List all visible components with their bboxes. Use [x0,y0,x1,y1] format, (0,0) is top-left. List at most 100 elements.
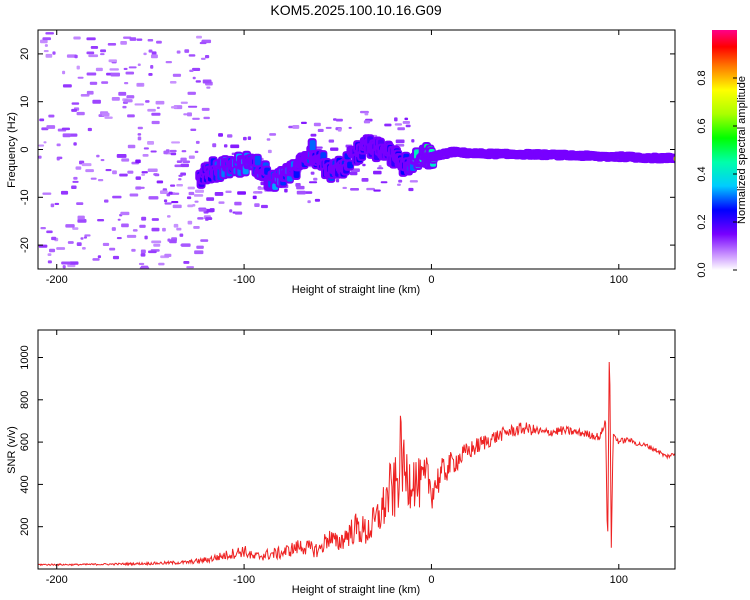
spectrogram-noise-cell [135,159,141,164]
colorbar-tick-label: 0.0 [696,262,708,277]
spectrogram-noise-cell [176,160,182,164]
spectrogram-noise-cell [80,237,84,240]
spectrogram-noise-cell [51,236,57,241]
snr-x-tick-label: 0 [428,574,434,586]
spectrogram-x-tick-label: -200 [46,274,68,286]
spectrogram-noise-cell [187,186,195,190]
spectrogram-noise-cell [131,248,136,252]
spectrogram-noise-cell [308,181,318,184]
spectrogram-noise-cell [397,183,401,186]
spectrogram-noise-cell [330,147,339,151]
spectrogram-noise-cell [85,169,94,173]
snr-line [38,361,675,567]
spectrogram-noise-cell [176,50,181,54]
spectrogram-noise-cell [147,38,154,42]
spectrogram-noise-cell [61,261,71,265]
snr-x-label: Height of straight line (km) [292,584,420,596]
spectrogram-noise-cell [225,190,232,193]
spectrogram-noise-cell [170,152,177,156]
spectrogram-noise-cell [43,141,47,144]
snr-y-tick-label: 400 [19,475,31,493]
spectrogram-noise-cell [73,176,78,180]
spectrogram-noise-cell [180,157,187,162]
spectrogram-noise-cell [257,187,266,190]
spectrogram-noise-cell [203,116,210,120]
spectrogram-noise-cell [62,265,66,269]
spectrogram-noise-cell [136,186,145,189]
spectrogram-noise-cell [102,242,110,247]
spectrogram-noise-cell [169,239,177,244]
spectrogram-noise-cell [402,120,411,124]
spectrogram-noise-cell [181,150,187,153]
spectrogram-noise-cell [109,247,116,251]
spectrogram-noise-cell [313,122,321,127]
spectrogram-noise-cell [109,68,119,71]
spectrogram-noise-cell [150,54,158,59]
spectrogram-noise-cell [197,217,204,220]
spectrogram-noise-cell [121,158,130,162]
spectrogram-noise-cell [56,143,61,147]
spectrogram-noise-cell [48,114,55,118]
spectrogram-noise-cell [150,64,154,69]
spectrogram-noise-cell [101,81,109,84]
spectrogram-noise-cell [144,235,148,240]
spectrogram-noise-cell [136,38,143,41]
spectrogram-noise-cell [186,112,192,117]
spectrogram-noise-cell [156,40,162,44]
spectrogram-noise-cell [198,208,207,212]
spectrogram-noise-cell [171,141,180,144]
spectrogram-noise-cell [206,86,211,89]
spectrogram-noise-cell [147,168,158,173]
spectrogram-noise-cell [60,190,69,195]
spectrogram-noise-cell [101,112,110,117]
spectrogram-noise-cell [137,83,143,86]
spectrogram-noise-cell [49,248,56,253]
spectrogram-noise-cell [189,69,194,72]
spectrogram-noise-cell [129,193,139,197]
spectrogram-noise-cell [196,245,204,249]
spectrogram-noise-cell [181,243,191,247]
spectrogram-noise-cell [86,72,97,76]
spectrogram-ridge-cell [309,140,316,151]
spectrogram-noise-cell [150,150,157,153]
spectrogram-noise-cell [122,105,127,109]
spectrogram-noise-cell [214,191,224,196]
spectrogram-noise-cell [186,196,192,200]
spectrogram-noise-cell [162,227,166,232]
colorbar-tick-label: 0.4 [696,166,708,181]
spectrogram-noise-cell [148,250,157,254]
spectrogram-noise-cell [163,199,168,203]
spectrogram-noise-cell [52,51,56,55]
spectrogram-noise-cell [83,236,88,239]
spectrogram-noise-cell [126,234,137,238]
spectrogram-noise-cell [179,233,184,237]
spectrogram-noise-cell [196,35,202,39]
spectrogram-noise-cell [143,147,149,150]
spectrogram-noise-cell [328,139,335,143]
spectrogram-noise-cell [267,149,272,154]
spectrogram-noise-cell [261,204,268,209]
spectrogram-noise-cell [269,133,277,136]
spectrogram-x-tick-label: 0 [428,274,434,286]
spectrogram-noise-cell [123,67,128,71]
spectrogram-noise-cell [364,112,369,116]
spectrogram-noise-cell [108,59,118,63]
spectrogram-noise-cell [86,90,94,95]
spectrogram-noise-cell [310,133,317,137]
spectrogram-noise-cell [169,149,177,153]
spectrogram-noise-cell [77,219,87,223]
spectrogram-noise-cell [348,126,352,129]
spectrogram-noise-cell [46,125,56,129]
spectrogram-noise-cell [335,118,343,122]
spectrogram-noise-cell [75,166,82,170]
spectrogram-ridge-halo [671,154,675,164]
spectrogram-noise-cell [373,170,382,175]
spectrogram-noise-cell [76,65,80,70]
spectrogram-noise-cell [140,249,146,254]
spectrogram-noise-cell [305,191,313,194]
snr-y-ticks: 200 400 600 800 1000 [19,345,675,536]
snr-panel: -200 -100 0 100 200 400 600 800 1000 Height of … [6,329,676,596]
colorbar-label: Normalized spectral amplitude [736,76,748,224]
chart-title: KOM5.2025.100.10.16.G09 [270,2,441,18]
spectrogram-noise-cell [124,99,133,103]
